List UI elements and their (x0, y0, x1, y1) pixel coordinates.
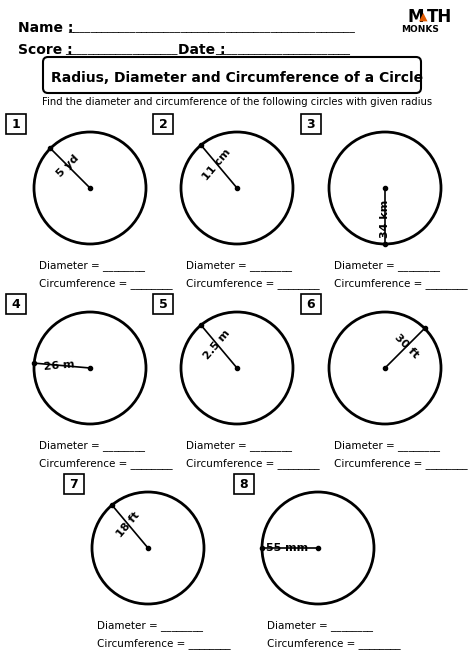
FancyBboxPatch shape (301, 114, 321, 134)
Text: 26 m: 26 m (44, 359, 75, 372)
Text: ________________________: ________________________ (215, 45, 350, 55)
Text: 11 cm: 11 cm (201, 147, 233, 182)
Text: 7: 7 (70, 478, 78, 490)
Text: 6: 6 (307, 297, 315, 310)
Text: 5: 5 (159, 297, 167, 310)
FancyBboxPatch shape (234, 474, 254, 494)
FancyBboxPatch shape (301, 294, 321, 314)
FancyBboxPatch shape (6, 294, 26, 314)
Text: 3: 3 (307, 117, 315, 131)
Text: Diameter = ________: Diameter = ________ (186, 441, 292, 452)
FancyBboxPatch shape (6, 114, 26, 134)
Text: Diameter = ________: Diameter = ________ (186, 261, 292, 271)
Text: Radius, Diameter and Circumference of a Circle: Radius, Diameter and Circumference of a … (51, 71, 423, 85)
Text: Diameter = ________: Diameter = ________ (97, 620, 203, 631)
Text: 1: 1 (12, 117, 20, 131)
Text: Circumference = ________: Circumference = ________ (186, 458, 319, 470)
Text: 2: 2 (159, 117, 167, 131)
Text: Circumference = ________: Circumference = ________ (39, 279, 173, 289)
Text: Circumference = ________: Circumference = ________ (334, 279, 468, 289)
Text: Diameter = ________: Diameter = ________ (334, 441, 440, 452)
Text: Diameter = ________: Diameter = ________ (39, 261, 145, 271)
Text: 5 yd: 5 yd (55, 153, 81, 179)
Text: ___________________________________________________: ________________________________________… (68, 23, 355, 33)
Text: 4: 4 (12, 297, 20, 310)
Text: TH: TH (427, 8, 452, 26)
Text: M: M (408, 8, 425, 26)
Text: Diameter = ________: Diameter = ________ (334, 261, 440, 271)
Text: Circumference = ________: Circumference = ________ (186, 279, 319, 289)
Text: 18 ft: 18 ft (115, 510, 142, 539)
FancyBboxPatch shape (43, 57, 421, 93)
Text: Name :: Name : (18, 21, 73, 35)
FancyBboxPatch shape (153, 114, 173, 134)
Text: Circumference = ________: Circumference = ________ (39, 458, 173, 470)
Text: Circumference = ________: Circumference = ________ (97, 639, 231, 649)
Text: Score :: Score : (18, 43, 73, 57)
Text: 55 mm: 55 mm (266, 543, 308, 553)
Text: 2.5 m: 2.5 m (202, 328, 232, 361)
Text: Diameter = ________: Diameter = ________ (39, 441, 145, 452)
Text: ____________________: ____________________ (65, 45, 177, 55)
Text: 30 ft: 30 ft (393, 332, 421, 360)
Text: 34 km: 34 km (380, 200, 390, 238)
Text: Diameter = ________: Diameter = ________ (267, 620, 373, 631)
Text: MONKS: MONKS (401, 25, 439, 34)
Text: Circumference = ________: Circumference = ________ (334, 458, 468, 470)
Text: ▲: ▲ (419, 12, 428, 22)
Text: Date :: Date : (178, 43, 226, 57)
FancyBboxPatch shape (64, 474, 84, 494)
FancyBboxPatch shape (153, 294, 173, 314)
Text: Find the diameter and circumference of the following circles with given radius: Find the diameter and circumference of t… (42, 97, 432, 107)
Text: Circumference = ________: Circumference = ________ (267, 639, 401, 649)
Text: 8: 8 (240, 478, 248, 490)
